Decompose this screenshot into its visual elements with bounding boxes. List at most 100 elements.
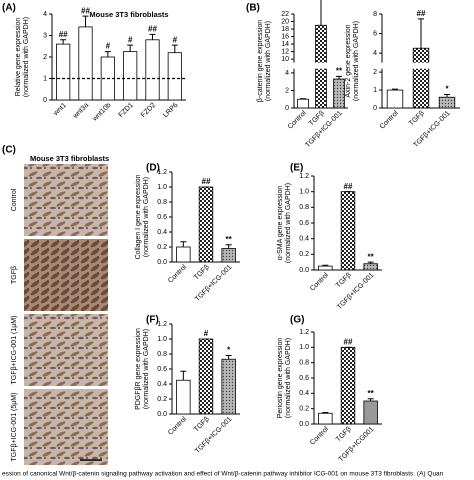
bar [340, 346, 356, 425]
bar [56, 43, 71, 101]
bar [438, 96, 456, 109]
x-tick-label: Control [379, 109, 400, 130]
micrograph-label: Control [11, 188, 18, 211]
y-tick-label: 4 [373, 50, 377, 57]
x-tick-label: LRP6 [162, 102, 179, 119]
y-tick-label: 0 [285, 105, 289, 112]
x-tick-label: Control [309, 271, 330, 292]
bar [123, 51, 138, 101]
x-tick-label: TGFβ [335, 272, 353, 290]
error-bar [225, 355, 232, 360]
error-bar [171, 44, 178, 53]
y-axis-label: PDGFβR gene expression [135, 328, 142, 410]
error-bar [127, 44, 134, 52]
y-tick-label: 0.2 [157, 396, 167, 403]
significance: ** [368, 389, 375, 398]
error-bar [180, 241, 187, 247]
bar [340, 191, 356, 271]
bar [198, 338, 214, 415]
bar [221, 248, 236, 263]
error-bar [180, 370, 187, 381]
bar [198, 186, 214, 263]
bar-break [412, 62, 430, 69]
significance: # [204, 329, 209, 338]
y-axis-label: α-SMA gene expression [277, 186, 284, 261]
x-tick-label: TGFβ [408, 110, 426, 128]
significance: ** [336, 67, 343, 76]
significance: ## [417, 9, 426, 18]
y-tick-label: 0.0 [157, 259, 167, 266]
bar [221, 358, 236, 415]
micrograph [24, 314, 108, 386]
significance: # [106, 42, 111, 51]
panel-label: (F) [146, 315, 159, 326]
y-axis-label: Collagen I gene expression [135, 174, 142, 259]
error-bar [320, 0, 322, 26]
y-tick-label: 1 [43, 75, 47, 82]
y-tick-label: 0.0 [299, 267, 309, 274]
y-tick-label: 0.0 [157, 411, 167, 418]
significance: ## [344, 182, 353, 191]
bar [412, 47, 430, 109]
significance: ## [148, 25, 157, 34]
y-tick-label: 1.2 [157, 321, 167, 328]
y-tick-label: 10 [281, 56, 289, 63]
micrograph [24, 164, 108, 236]
bar [363, 263, 378, 271]
y-tick-label: 4 [285, 70, 289, 77]
error-bar [392, 88, 398, 91]
significance: # [128, 35, 133, 44]
bar [363, 400, 378, 425]
y-tick-label: 1.2 [299, 173, 309, 180]
significance: # [173, 35, 178, 44]
bar [176, 246, 191, 263]
error-bar [418, 18, 424, 49]
error-bar [367, 398, 374, 401]
panel-label: (D) [146, 163, 160, 174]
y-tick-label: 0 [43, 97, 47, 104]
y-tick-label: 0.6 [299, 220, 309, 227]
bar-break [314, 62, 328, 69]
panel-label: (B) [246, 3, 260, 14]
micrograph-label: TGFβ+ICG-001 (1μM) [11, 316, 18, 385]
y-tick-label: 0.8 [299, 360, 309, 367]
y-tick-label: 1.0 [299, 344, 309, 351]
error-bar [322, 412, 329, 414]
micrograph-panel: (C) Mouse 3T3 fibroblasts Control TGFβ TGF… [2, 145, 109, 465]
significance: * [445, 85, 449, 94]
x-tick-label: FZD1 [118, 102, 135, 119]
bar [297, 98, 309, 109]
error-bar [444, 94, 450, 98]
bar [333, 78, 345, 109]
significance: * [227, 346, 231, 355]
significance: ## [344, 337, 353, 346]
x-tick-label: Control [309, 425, 330, 446]
y-axis-label: (normalized with GAPDH) [285, 183, 292, 263]
y-tick-label: 14 [281, 41, 289, 48]
panel-label: (A) [2, 3, 16, 14]
significance: ## [59, 30, 68, 39]
y-tick-label: 0.8 [157, 199, 167, 206]
y-tick-label: 0.4 [157, 229, 167, 236]
significance: ** [368, 252, 375, 261]
y-tick-label: 4 [43, 11, 47, 18]
y-tick-label: 2 [373, 69, 377, 76]
panel-label: (C) [2, 145, 16, 156]
y-axis-label: (normalized with GAPDH) [23, 17, 30, 97]
y-tick-label: 0.4 [299, 236, 309, 243]
y-tick-label: 1.0 [157, 336, 167, 343]
y-tick-label: 6 [373, 30, 377, 37]
x-tick-label: Control [167, 263, 188, 284]
y-tick-label: 3 [43, 32, 47, 39]
y-tick-label: 0.8 [157, 351, 167, 358]
x-tick-label: wnt10b [91, 102, 113, 124]
y-tick-label: 16 [281, 33, 289, 40]
y-axis-label: β-catenin gene expression [257, 20, 264, 102]
y-axis-label: Axin-2 gene expression [345, 24, 352, 97]
y-tick-label: 0.4 [157, 381, 167, 388]
x-tick-label: TGFβ [193, 416, 211, 434]
y-tick-label: 0.0 [299, 421, 309, 428]
y-axis-label: (normalized with GAPDH) [285, 338, 292, 418]
bar [167, 52, 182, 101]
